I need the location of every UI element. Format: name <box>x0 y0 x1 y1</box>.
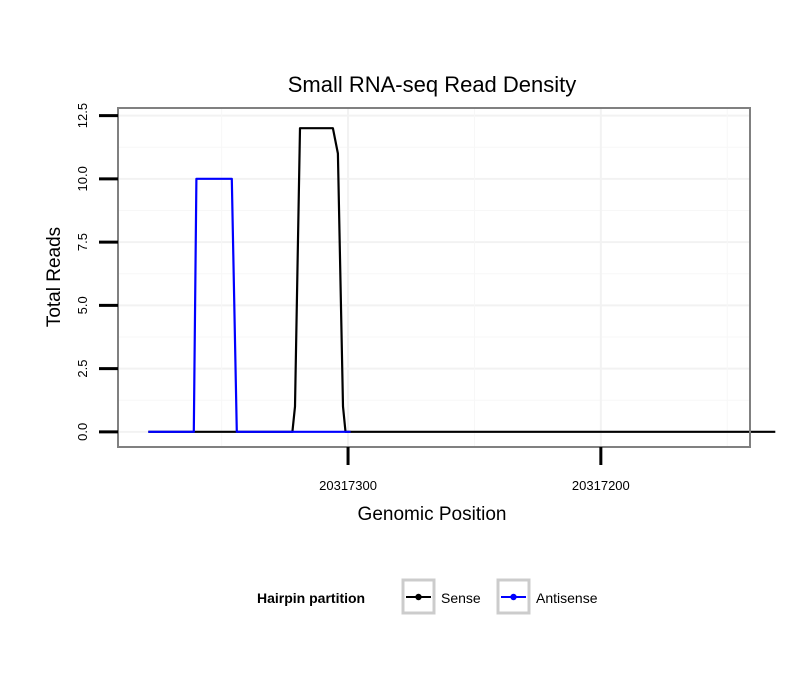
legend-item-sense[interactable]: Sense <box>401 578 481 615</box>
y-tick-label-0: 0.0 <box>75 423 90 441</box>
y-tick-label-2: 5.0 <box>75 296 90 314</box>
x-axis: 20317300 20317200 <box>319 447 630 493</box>
y-tick-label-1: 2.5 <box>75 360 90 378</box>
grid-lines <box>118 108 750 447</box>
legend: Hairpin partition Sense Antisense <box>257 578 598 615</box>
series-lines <box>148 127 776 433</box>
y-tick-label-4: 10.0 <box>75 166 90 191</box>
x-tick-label-0: 20317300 <box>319 478 377 493</box>
legend-item-antisense[interactable]: Antisense <box>496 578 598 615</box>
legend-key-point-antisense <box>510 593 517 601</box>
legend-label-antisense: Antisense <box>536 590 598 606</box>
legend-key-point-sense <box>415 593 422 601</box>
plot-border <box>117 107 751 448</box>
legend-label-sense: Sense <box>441 590 481 606</box>
x-tick-label-1: 20317200 <box>572 478 630 493</box>
y-axis: 0.0 2.5 5.0 7.5 10.0 12.5 <box>75 103 118 441</box>
x-axis-label: Genomic Position <box>358 504 507 525</box>
legend-title: Hairpin partition <box>257 590 365 606</box>
chart-title: Small RNA-seq Read Density <box>288 72 577 97</box>
y-axis-label: Total Reads <box>44 227 65 327</box>
plot-background <box>118 108 750 447</box>
y-tick-label-5: 12.5 <box>75 103 90 128</box>
series-line-antisense <box>148 177 351 433</box>
y-tick-label-3: 7.5 <box>75 233 90 251</box>
